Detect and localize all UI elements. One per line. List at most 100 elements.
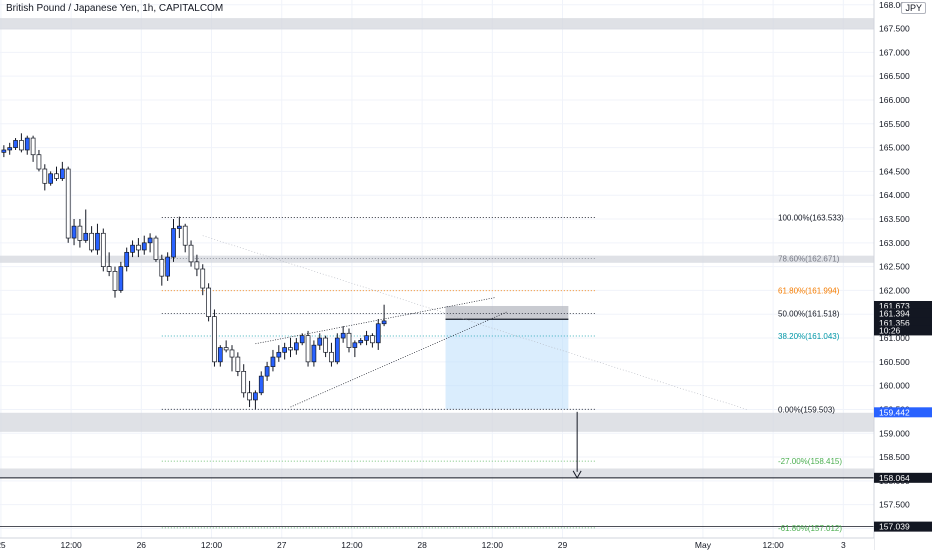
- price-tick-label: 164.500: [879, 166, 910, 176]
- price-label-text: 158.064: [879, 473, 910, 483]
- candle-body: [346, 332, 352, 348]
- time-tick-label: May: [695, 540, 712, 550]
- zone-band: [0, 468, 874, 479]
- time-tick-label: 27: [277, 540, 287, 550]
- candle-body: [311, 344, 317, 363]
- time-tick-label: 12:00: [201, 540, 223, 550]
- price-label-text: 159.442: [879, 407, 910, 417]
- price-label-bg: [874, 407, 932, 418]
- wedge-line: [255, 297, 496, 345]
- wedge-line: [290, 311, 508, 408]
- price-tick-label: 161.000: [879, 333, 910, 343]
- currency-label[interactable]: JPY: [901, 2, 926, 14]
- price-tick-label: 162.000: [879, 285, 910, 295]
- grid-lines: [0, 0, 874, 538]
- zone-band: [0, 255, 874, 263]
- candle-body: [141, 242, 147, 251]
- candle-body: [177, 225, 182, 229]
- price-label-text: 10:26: [879, 325, 901, 335]
- candle-body: [294, 342, 299, 351]
- candle-body: [276, 351, 282, 358]
- candle-body: [89, 232, 94, 251]
- price-tick-label: 167.500: [879, 24, 910, 34]
- candle-body: [159, 259, 165, 277]
- price-label-bg: [874, 521, 932, 532]
- time-axis[interactable]: 25 12:00 26 12:00 27 12:00 28 12:00 29 May 12:00 3: [0, 537, 874, 550]
- candle-body: [352, 342, 358, 348]
- fib-level-label: 0.00%(159.503): [778, 405, 835, 414]
- candle-body: [370, 335, 375, 344]
- candle-body: [200, 268, 206, 289]
- price-tick-label: 165.500: [879, 119, 910, 129]
- candle-body: [358, 340, 364, 344]
- stop-loss-zone: [445, 305, 569, 320]
- candle-body: [381, 320, 387, 325]
- candle-body: [165, 256, 170, 277]
- fibonacci-retracement[interactable]: 100.00%(163.533) 78.60%(162.671) 61.80%(16…: [161, 213, 844, 533]
- fib-level-label: -61.80%(157.012): [778, 524, 842, 533]
- time-tick-label: 12:00: [762, 540, 784, 550]
- zone-band: [0, 18, 874, 30]
- time-tick-label: 3: [841, 540, 846, 550]
- candle-body: [264, 366, 270, 377]
- candle-body: [258, 375, 264, 394]
- price-tick-label: 168.000: [879, 0, 910, 10]
- target-arrow[interactable]: [572, 411, 582, 479]
- candle-body: [334, 337, 340, 363]
- candle-body: [118, 266, 124, 291]
- candle-body: [253, 392, 258, 401]
- candle-body: [153, 237, 159, 260]
- candle-body: [299, 335, 305, 344]
- price-tick-label: 158.500: [879, 452, 910, 462]
- chart-title: British Pound / Japanese Yen, 1h, CAPITA…: [6, 3, 224, 14]
- candle-body: [223, 347, 229, 351]
- fib-level-label: 38.20%(161.043): [778, 332, 840, 341]
- fib-level-label: 50.00%(161.518): [778, 309, 840, 318]
- candle-body: [229, 349, 235, 358]
- candle-body: [106, 266, 112, 272]
- time-tick-label: 25: [0, 540, 6, 550]
- fib-level-label: 78.60%(162.671): [778, 254, 840, 263]
- candle-body: [241, 371, 247, 394]
- price-axis[interactable]: 168.000 167.500 167.000 166.500 166.000 165.5…: [873, 0, 932, 550]
- price-tick-label: 160.500: [879, 357, 910, 367]
- candle-body: [288, 347, 293, 351]
- projection-line: [202, 235, 747, 410]
- price-tick-label: 166.500: [879, 71, 910, 81]
- candle-body: [235, 356, 241, 372]
- price-tick-label: 166.000: [879, 95, 910, 105]
- candle-body: [7, 147, 13, 151]
- candle-body: [323, 337, 328, 353]
- candle-body: [24, 137, 30, 151]
- candle-body: [329, 351, 334, 363]
- candle-body: [194, 261, 200, 270]
- candle-body: [247, 392, 252, 401]
- time-tick-label: 28: [417, 540, 427, 550]
- price-tick-label: 165.000: [879, 143, 910, 153]
- candle-body: [364, 335, 369, 341]
- support-resistance-zones: [0, 18, 874, 527]
- zone-band: [0, 412, 874, 432]
- price-tick-label: 163.000: [879, 238, 910, 248]
- candle-body: [305, 335, 311, 363]
- candle-body: [77, 225, 83, 241]
- candle-body: [95, 232, 100, 251]
- candle-body: [71, 225, 77, 239]
- time-tick-label: 12:00: [482, 540, 504, 550]
- time-tick-label: 12:00: [341, 540, 363, 550]
- trend-lines[interactable]: [202, 235, 747, 410]
- candle-body: [188, 244, 194, 263]
- price-tick-label: 157.500: [879, 500, 910, 510]
- price-label-bg: [874, 300, 932, 311]
- price-label-bg: [874, 325, 932, 336]
- short-position-tool[interactable]: [445, 305, 569, 410]
- fib-level-label: 100.00%(163.533): [778, 213, 844, 222]
- candle-body: [124, 251, 130, 267]
- candle-body: [48, 173, 54, 184]
- fib-level-label: 61.80%(161.994): [778, 287, 840, 296]
- candle-body: [212, 316, 217, 363]
- candle-body: [54, 173, 59, 179]
- candle-body: [36, 154, 42, 170]
- candle-body: [1, 149, 7, 153]
